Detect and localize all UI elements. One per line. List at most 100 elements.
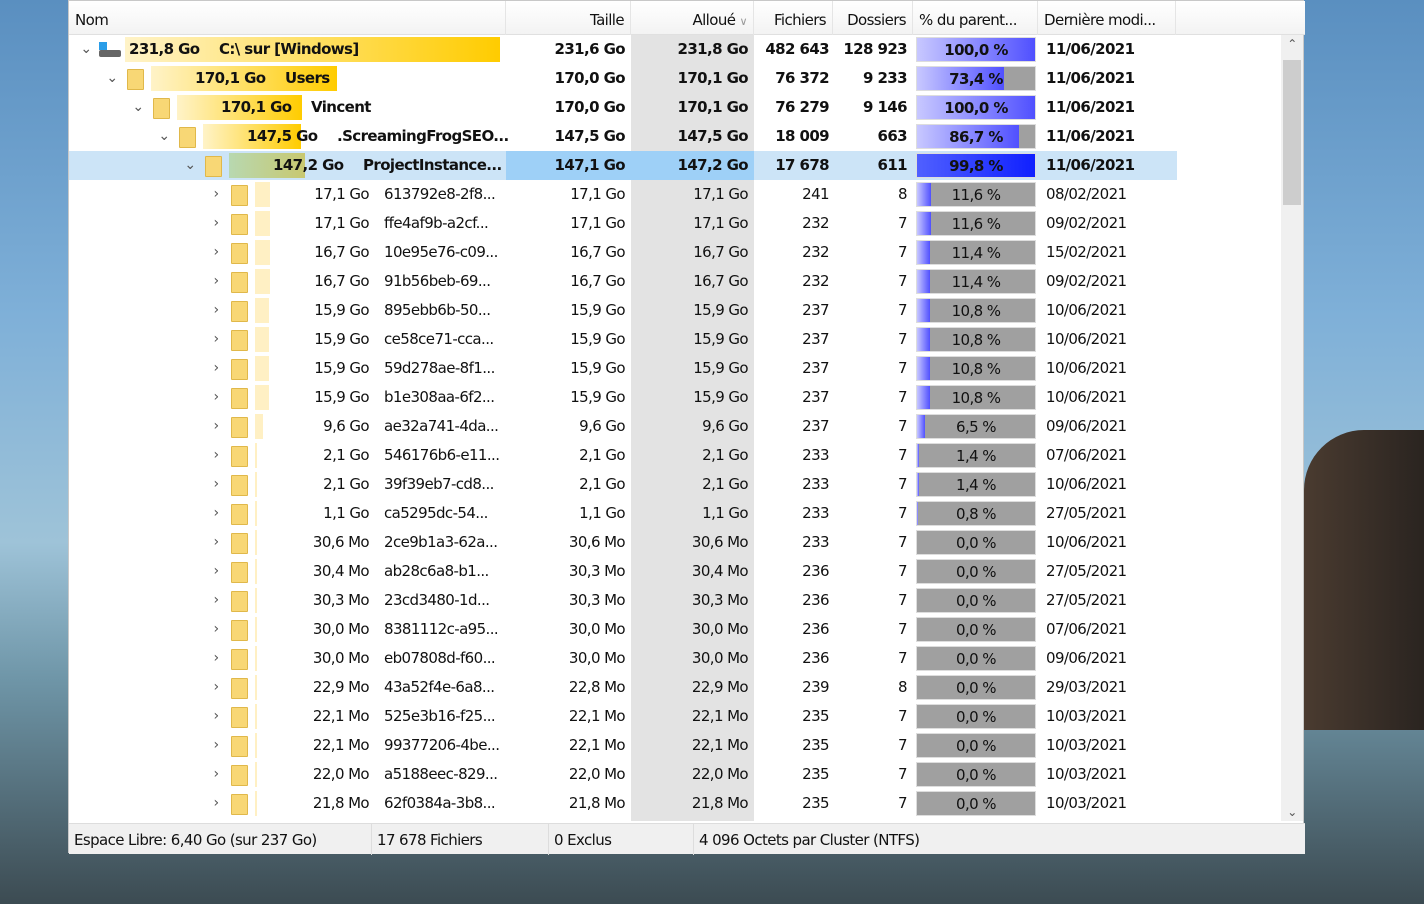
chevron-right-icon[interactable]: › (213, 679, 220, 695)
row-files: 236 (802, 649, 829, 667)
tree-row[interactable]: › 30,0 Mo eb07808d-f60... 30,0 Mo 30,0 Mo 236… (69, 644, 1177, 673)
row-label-size: 1,1 Go (323, 504, 369, 522)
folder-icon (231, 620, 248, 641)
scroll-thumb[interactable] (1283, 60, 1301, 205)
chevron-right-icon[interactable]: › (213, 766, 220, 782)
row-folders: 7 (898, 591, 908, 609)
folder-icon (231, 562, 248, 583)
tree-row[interactable]: › 2,1 Go 39f39eb7-cd8... 2,1 Go 2,1 Go 233 7 1,… (69, 470, 1177, 499)
row-files: 237 (802, 301, 829, 319)
chevron-down-icon[interactable]: ⌄ (106, 70, 118, 86)
chevron-right-icon[interactable]: › (213, 389, 220, 405)
row-date: 09/06/2021 (1046, 417, 1127, 435)
col-date[interactable]: Dernière modi... (1038, 1, 1176, 35)
col-folders[interactable]: Dossiers (833, 1, 913, 35)
row-size: 2,1 Go (579, 475, 625, 493)
pct-text: 99,8 % (949, 157, 1003, 175)
tree-row[interactable]: › 15,9 Go b1e308aa-6f2... 15,9 Go 15,9 Go 237… (69, 383, 1177, 412)
tree-row[interactable]: ⌄ 147,5 Go .ScreamingFrogSEO... 147,5 Go 147… (69, 122, 1177, 151)
tree-row[interactable]: › 17,1 Go 613792e8-2f8... 17,1 Go 17,1 Go 241… (69, 180, 1177, 209)
col-files[interactable]: Fichiers (754, 1, 833, 35)
tree-row[interactable]: ⌄ 147,2 Go ProjectInstance... 147,1 Go 147,2… (69, 151, 1177, 180)
pct-text: 0,8 % (956, 505, 996, 523)
scroll-down-icon[interactable]: ⌄ (1287, 805, 1297, 819)
row-date: 10/06/2021 (1046, 359, 1127, 377)
chevron-right-icon[interactable]: › (213, 621, 220, 637)
tree-row[interactable]: › 30,6 Mo 2ce9b1a3-62a... 30,6 Mo 30,6 Mo 233… (69, 528, 1177, 557)
col-pct[interactable]: % du parent... (913, 1, 1038, 35)
pct-bar: 0,0 % (916, 617, 1036, 642)
pct-text: 73,4 % (949, 70, 1003, 88)
tree-row[interactable]: › 22,0 Mo a5188eec-829... 22,0 Mo 22,0 Mo 235… (69, 760, 1177, 789)
row-files: 18 009 (775, 127, 829, 145)
tree-row[interactable]: › 1,1 Go ca5295dc-54... 1,1 Go 1,1 Go 233 7 0,8… (69, 499, 1177, 528)
chevron-right-icon[interactable]: › (213, 505, 220, 521)
tree-row[interactable]: › 16,7 Go 10e95e76-c09... 16,7 Go 16,7 Go 232… (69, 238, 1177, 267)
row-size: 170,0 Go (554, 69, 626, 87)
row-date: 10/06/2021 (1046, 388, 1127, 406)
size-bar (255, 240, 270, 265)
chevron-right-icon[interactable]: › (213, 534, 220, 550)
chevron-right-icon[interactable]: › (213, 563, 220, 579)
row-alloc: 17,1 Go (693, 214, 748, 232)
tree-row[interactable]: › 30,3 Mo 23cd3480-1d... 30,3 Mo 30,3 Mo 236 7… (69, 586, 1177, 615)
row-name: ce58ce71-cca... (384, 330, 494, 348)
tree-row[interactable]: › 30,4 Mo ab28c6a8-b1... 30,3 Mo 30,4 Mo 236 7… (69, 557, 1177, 586)
folder-icon (231, 475, 248, 496)
chevron-right-icon[interactable]: › (213, 302, 220, 318)
pct-fill (917, 38, 1035, 61)
row-date: 10/03/2021 (1046, 765, 1127, 783)
chevron-right-icon[interactable]: › (213, 331, 220, 347)
tree-row[interactable]: › 30,0 Mo 8381112c-a95... 30,0 Mo 30,0 Mo 236… (69, 615, 1177, 644)
tree-row[interactable]: ⌄ 170,1 Go Users 170,0 Go 170,1 Go 76 372 9 23… (69, 64, 1177, 93)
chevron-right-icon[interactable]: › (213, 273, 220, 289)
tree-row[interactable]: ⌄ 170,1 Go Vincent 170,0 Go 170,1 Go 76 279 9 … (69, 93, 1177, 122)
vertical-scrollbar[interactable]: ⌃ ⌄ (1281, 35, 1303, 821)
chevron-right-icon[interactable]: › (213, 215, 220, 231)
chevron-right-icon[interactable]: › (213, 708, 220, 724)
col-name[interactable]: Nom (69, 1, 506, 35)
tree-list[interactable]: ⌄ 231,8 Go C:\ sur [Windows] 231,6 Go 231,8 … (69, 35, 1281, 821)
chevron-right-icon[interactable]: › (213, 418, 220, 434)
col-alloc[interactable]: Alloué ∨ (631, 1, 754, 35)
chevron-down-icon[interactable]: ⌄ (184, 157, 196, 173)
tree-row[interactable]: › 9,6 Go ae32a741-4da... 9,6 Go 9,6 Go 237 7 6,… (69, 412, 1177, 441)
chevron-right-icon[interactable]: › (213, 795, 220, 811)
tree-row[interactable]: ⌄ 231,8 Go C:\ sur [Windows] 231,6 Go 231,8 … (69, 35, 1177, 64)
chevron-right-icon[interactable]: › (213, 592, 220, 608)
tree-row[interactable]: › 22,1 Mo 525e3b16-f25... 22,1 Mo 22,1 Mo 235… (69, 702, 1177, 731)
chevron-right-icon[interactable]: › (213, 360, 220, 376)
row-files: 232 (802, 243, 829, 261)
tree-row[interactable]: › 21,8 Mo 62f0384a-3b8... 21,8 Mo 21,8 Mo 235… (69, 789, 1177, 818)
pct-bar: 73,4 % (916, 66, 1036, 91)
row-files: 237 (802, 359, 829, 377)
row-files: 482 643 (765, 40, 829, 58)
col-size[interactable]: Taille (506, 1, 631, 35)
chevron-right-icon[interactable]: › (213, 186, 220, 202)
row-date: 10/06/2021 (1046, 330, 1127, 348)
chevron-right-icon[interactable]: › (213, 244, 220, 260)
chevron-right-icon[interactable]: › (213, 737, 220, 753)
chevron-right-icon[interactable]: › (213, 650, 220, 666)
tree-row[interactable]: › 22,9 Mo 43a52f4e-6a8... 22,8 Mo 22,9 Mo 239… (69, 673, 1177, 702)
col-alloc-label: Alloué (692, 11, 736, 29)
col-folders-label: Dossiers (847, 11, 907, 29)
row-name: 91b56beb-69... (384, 272, 491, 290)
tree-row[interactable]: › 16,7 Go 91b56beb-69... 16,7 Go 16,7 Go 232 7… (69, 267, 1177, 296)
row-folders: 7 (898, 475, 908, 493)
chevron-down-icon[interactable]: ⌄ (132, 99, 144, 115)
tree-row[interactable]: › 15,9 Go ce58ce71-cca... 15,9 Go 15,9 Go 237… (69, 325, 1177, 354)
row-label-size: 147,5 Go (247, 127, 318, 145)
row-date: 10/06/2021 (1046, 475, 1127, 493)
chevron-right-icon[interactable]: › (213, 447, 220, 463)
chevron-right-icon[interactable]: › (213, 476, 220, 492)
tree-row[interactable]: › 15,9 Go 59d278ae-8f1... 15,9 Go 15,9 Go 237… (69, 354, 1177, 383)
chevron-down-icon[interactable]: ⌄ (80, 41, 92, 57)
tree-row[interactable]: › 17,1 Go ffe4af9b-a2cf... 17,1 Go 17,1 Go 23… (69, 209, 1177, 238)
chevron-down-icon[interactable]: ⌄ (158, 128, 170, 144)
pct-bar: 10,8 % (916, 327, 1036, 352)
tree-row[interactable]: › 2,1 Go 546176b6-e11... 2,1 Go 2,1 Go 233 7 1,… (69, 441, 1177, 470)
tree-row[interactable]: › 15,9 Go 895ebb6b-50... 15,9 Go 15,9 Go 237 7… (69, 296, 1177, 325)
tree-row[interactable]: › 22,1 Mo 99377206-4be... 22,1 Mo 22,1 Mo 235… (69, 731, 1177, 760)
scroll-up-icon[interactable]: ⌃ (1287, 37, 1297, 51)
